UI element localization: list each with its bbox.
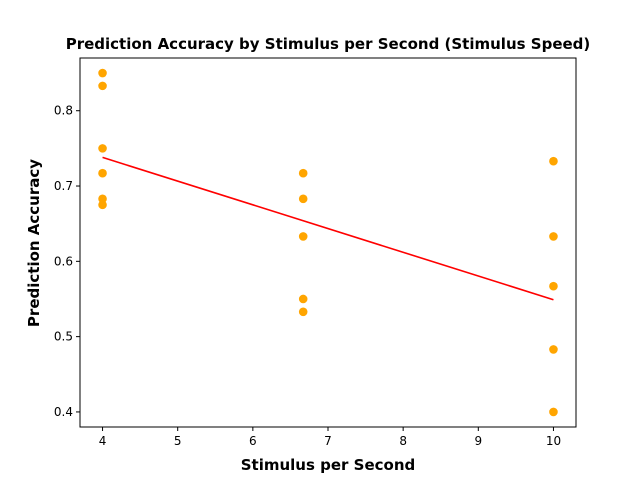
data-point (298, 232, 308, 241)
x-tick-label: 10 (546, 434, 561, 448)
trendline (102, 156, 554, 301)
data-point (298, 194, 308, 204)
data-point (98, 81, 107, 91)
x-tick-label: 9 (474, 434, 482, 448)
y-tick-label: 0.7 (54, 179, 73, 193)
data-point (549, 345, 558, 354)
data-point (549, 232, 558, 241)
data-point (298, 294, 308, 304)
data-point (298, 168, 308, 178)
x-axis-label: Stimulus per Second (241, 456, 416, 474)
data-point (98, 168, 107, 178)
plot-area (79, 57, 577, 428)
chart-title: Prediction Accuracy by Stimulus per Seco… (66, 35, 591, 53)
y-axis: 0.4 0.5 0.6 0.7 0.8 (54, 104, 80, 419)
x-axis: 4 5 6 7 8 9 10 (99, 427, 561, 448)
data-point (98, 194, 107, 204)
x-tick-label: 4 (99, 434, 107, 448)
data-point (549, 281, 558, 291)
data-point (98, 144, 107, 153)
trendline-layer (102, 156, 554, 301)
y-tick-label: 0.5 (54, 330, 73, 344)
data-point (98, 68, 107, 78)
x-tick-label: 5 (174, 434, 182, 448)
y-tick-label: 0.8 (54, 104, 73, 118)
data-point (298, 307, 308, 317)
data-point (549, 407, 558, 417)
x-tick-label: 7 (324, 434, 332, 448)
points-layer (98, 68, 558, 417)
data-point (549, 156, 558, 166)
x-tick-label: 6 (249, 434, 257, 448)
data-point (98, 200, 107, 210)
y-axis-label: Prediction Accuracy (25, 159, 43, 327)
y-tick-label: 0.6 (54, 254, 73, 268)
x-tick-label: 8 (399, 434, 407, 448)
y-tick-label: 0.4 (54, 405, 73, 419)
